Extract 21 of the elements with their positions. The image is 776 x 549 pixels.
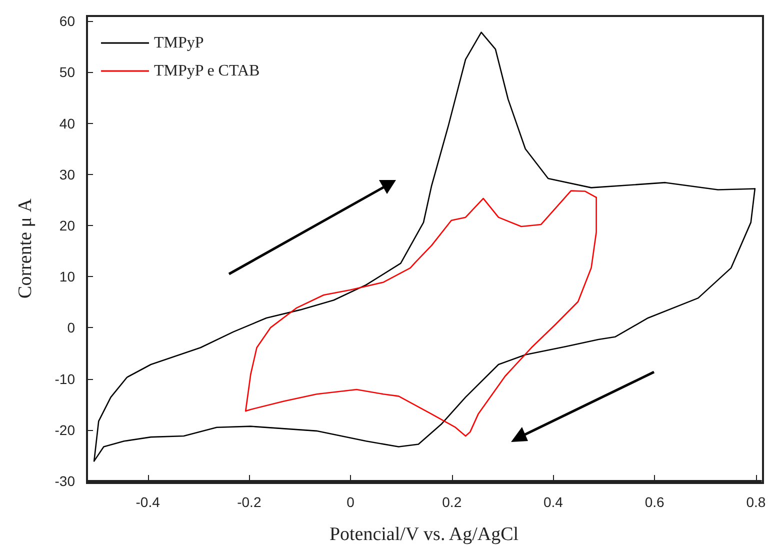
y-tick-label: 40 (59, 115, 76, 132)
x-tick-label: -0.4 (136, 494, 160, 510)
legend-label: TMPyP e CTAB (154, 62, 260, 80)
y-tick-label: 20 (59, 218, 76, 234)
x-tick-label: 0.8 (746, 494, 766, 510)
y-tick-label: 30 (59, 166, 76, 182)
y-tick-label: 10 (59, 268, 76, 285)
y-tick-label: -10 (54, 370, 76, 387)
x-axis-title: Potencial/V vs. Ag/AgCl (329, 524, 519, 545)
x-tick-label: 0 (346, 494, 355, 510)
x-tick-label: 0.2 (442, 494, 462, 510)
y-tick-label: -30 (54, 473, 76, 489)
y-tick-label: 50 (59, 64, 76, 80)
y-tick-label: 0 (67, 320, 76, 336)
x-tick-label: 0.6 (644, 494, 665, 510)
x-tick-label: -0.2 (237, 494, 262, 510)
legend-label: TMPyP (154, 34, 204, 52)
y-axis-title: Corrente μ A (15, 198, 36, 298)
y-tick-label: -20 (54, 422, 76, 438)
x-tick-label: 0.4 (543, 494, 564, 510)
y-tick-label: 60 (59, 13, 76, 30)
